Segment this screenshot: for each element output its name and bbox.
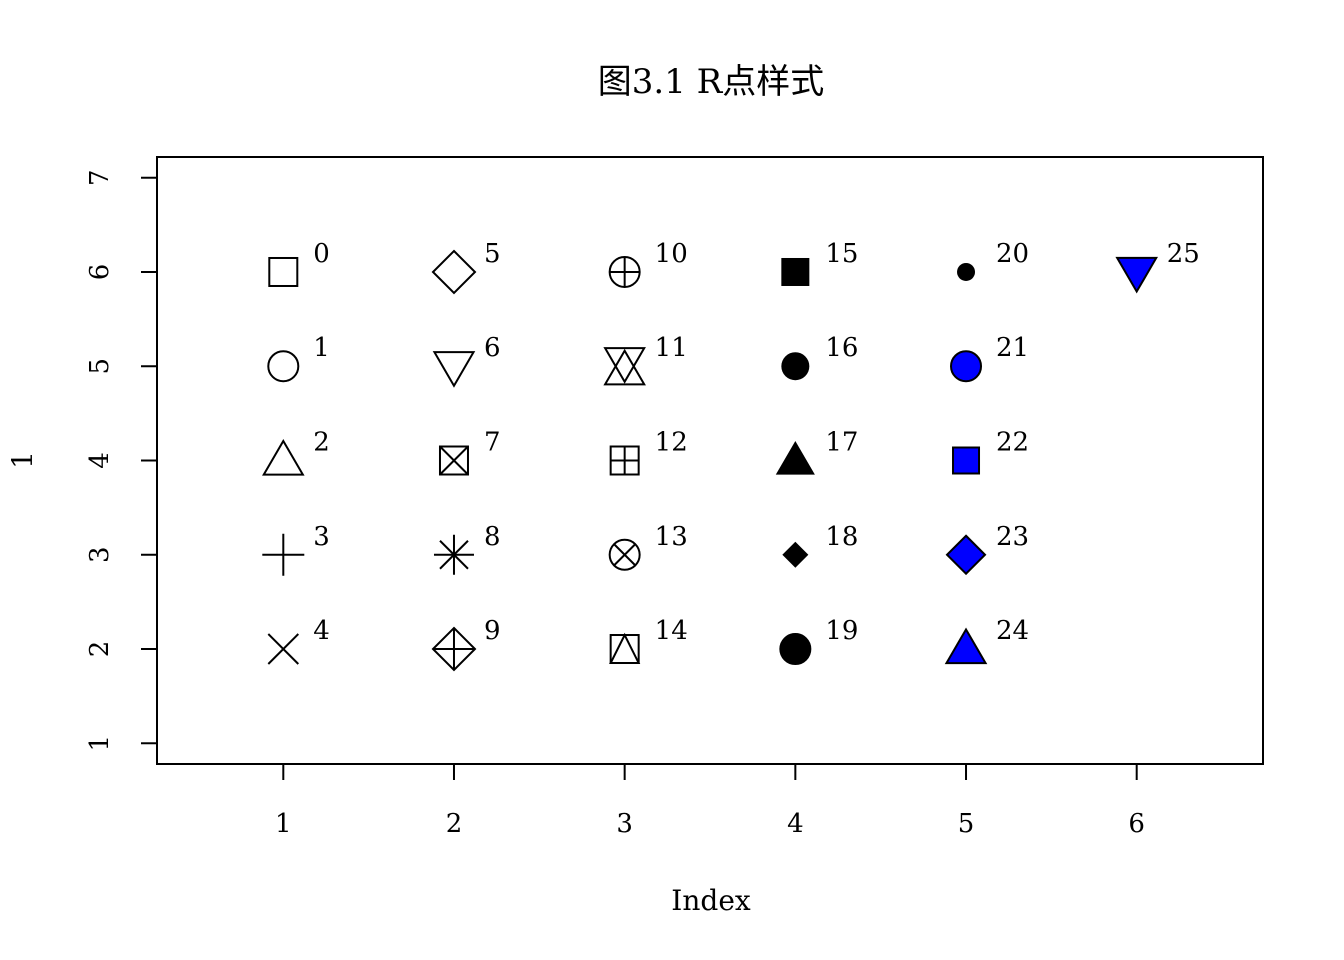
point-label: 14	[655, 616, 688, 646]
point-label: 19	[825, 616, 858, 646]
point-pch-14	[609, 632, 641, 665]
y-tick-label: 2	[85, 641, 115, 658]
point-label: 21	[996, 333, 1029, 363]
y-axis-label: 1	[6, 451, 39, 469]
point-label: 22	[996, 428, 1029, 458]
point-label: 7	[484, 428, 501, 458]
point-pch-1	[267, 350, 300, 383]
y-axis: 1 2 3 4 5 6 7	[85, 169, 157, 752]
point-pch-5	[431, 249, 477, 295]
point-pch-18	[782, 541, 809, 568]
point-pch-2	[262, 438, 305, 476]
point-label: 0	[313, 239, 330, 269]
point-pch-9	[431, 626, 477, 672]
point-pch-7	[438, 445, 469, 476]
point-pch-12	[609, 445, 640, 476]
y-tick-label: 4	[85, 452, 115, 469]
point-label: 6	[484, 333, 501, 363]
point-label: 24	[996, 616, 1029, 646]
point-label: 20	[996, 239, 1029, 269]
x-tick-label: 6	[1128, 809, 1145, 839]
point-label: 3	[313, 522, 330, 552]
point-label: 11	[655, 333, 688, 363]
y-tick-label: 5	[85, 358, 115, 375]
x-tick-label: 3	[616, 809, 633, 839]
point-pch-17	[775, 440, 815, 475]
point-pch-11	[603, 347, 646, 386]
point-pch-21	[950, 350, 983, 383]
point-pch-0	[268, 256, 299, 287]
point-label: 9	[484, 616, 501, 646]
point-label: 12	[655, 428, 688, 458]
point-label: 25	[1167, 239, 1200, 269]
point-layer: 0123456789101112131415161718192021222324…	[262, 239, 1200, 672]
y-tick-label: 6	[85, 264, 115, 281]
point-label: 18	[825, 522, 858, 552]
point-label: 2	[313, 428, 330, 458]
point-label: 17	[825, 428, 858, 458]
point-pch-6	[432, 351, 476, 388]
point-pch-8	[433, 534, 474, 575]
point-pch-22	[952, 446, 981, 475]
point-label: 1	[313, 333, 330, 363]
point-pch-13	[608, 538, 641, 571]
point-pch-3	[262, 533, 305, 576]
point-label: 10	[655, 239, 688, 269]
point-pch-4	[267, 633, 300, 665]
point-label: 23	[996, 522, 1029, 552]
point-pch-23	[945, 534, 987, 576]
point-pch-20	[957, 262, 976, 281]
y-tick-label: 7	[85, 169, 115, 186]
point-label: 8	[484, 522, 501, 552]
point-pch-25	[1115, 256, 1158, 294]
x-tick-label: 5	[958, 809, 975, 839]
point-pch-24	[944, 627, 988, 665]
point-label: 16	[825, 333, 858, 363]
y-tick-label: 1	[85, 735, 115, 752]
x-axis: 1 2 3 4 5 6	[275, 764, 1145, 839]
point-label: 5	[484, 239, 501, 269]
point-label: 13	[655, 522, 688, 552]
x-tick-label: 2	[446, 809, 463, 839]
point-label: 4	[313, 616, 330, 646]
point-label: 15	[825, 239, 858, 269]
point-pch-15	[781, 257, 810, 286]
x-tick-label: 1	[275, 809, 292, 839]
chart-title: 图3.1 R点样式	[598, 62, 824, 102]
y-tick-label: 3	[85, 546, 115, 563]
x-axis-label: Index	[671, 884, 751, 917]
point-pch-10	[608, 255, 641, 288]
x-tick-label: 4	[787, 809, 804, 839]
point-pch-19	[779, 633, 812, 666]
point-pch-16	[781, 352, 810, 381]
